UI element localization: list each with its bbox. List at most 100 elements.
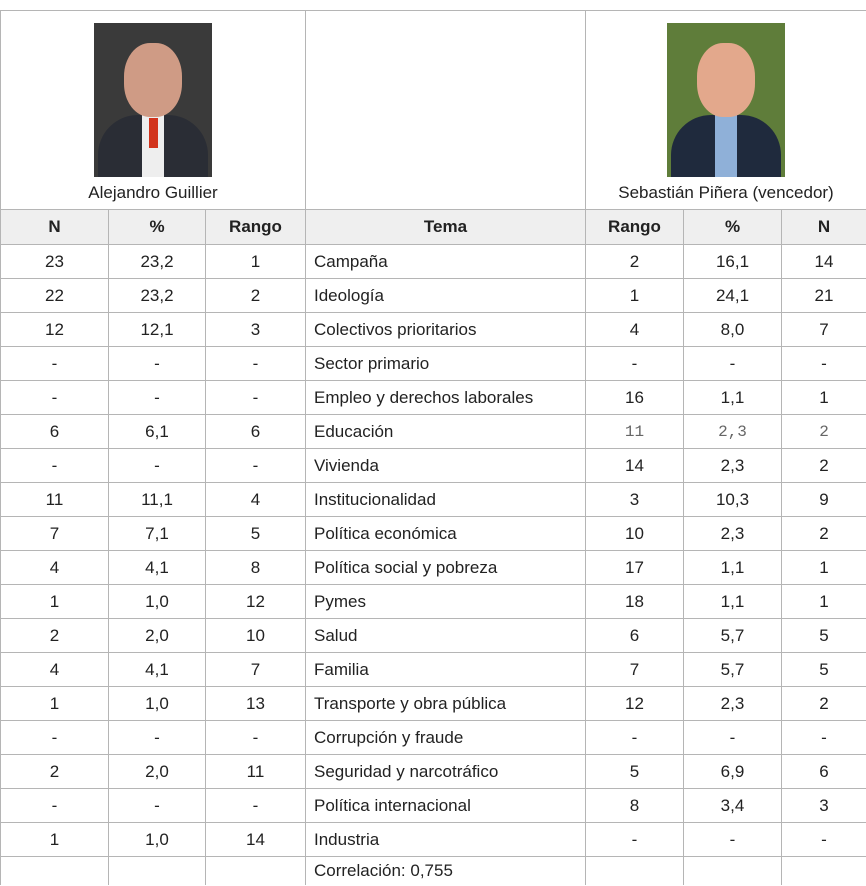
topic-cell: Seguridad y narcotráfico [306, 755, 586, 789]
value-cell: 1 [586, 279, 684, 313]
candidate-name: Sebastián Piñera (vencedor) [586, 183, 866, 209]
value-cell: 1 [782, 585, 866, 619]
value-cell: 11 [586, 415, 684, 449]
value-cell: 11 [206, 755, 306, 789]
candidate-name: Alejandro Guillier [1, 183, 305, 209]
value-cell: 14 [586, 449, 684, 483]
topic-cell: Vivienda [306, 449, 586, 483]
value-cell: 1,1 [684, 551, 782, 585]
table-row: ---Sector primario--- [1, 347, 866, 381]
column-header: Tema [306, 210, 586, 245]
topic-cell: Transporte y obra pública [306, 687, 586, 721]
value-cell: 7 [586, 653, 684, 687]
value-cell: - [684, 347, 782, 381]
column-header: Rango [206, 210, 306, 245]
topic-cell: Sector primario [306, 347, 586, 381]
empty-cell [586, 857, 684, 886]
value-cell: 4 [1, 653, 109, 687]
value-cell: - [109, 449, 206, 483]
topic-cell: Política internacional [306, 789, 586, 823]
topic-cell: Familia [306, 653, 586, 687]
value-cell: 3 [782, 789, 866, 823]
value-cell: - [684, 823, 782, 857]
value-cell: 1 [1, 585, 109, 619]
photo [667, 23, 785, 177]
value-cell: 1,0 [109, 585, 206, 619]
value-cell: 2 [782, 517, 866, 551]
value-cell: 5,7 [684, 653, 782, 687]
topic-cell: Industria [306, 823, 586, 857]
value-cell: - [206, 721, 306, 755]
value-cell: - [109, 789, 206, 823]
value-cell: 6 [1, 415, 109, 449]
value-cell: 2,3 [684, 415, 782, 449]
value-cell: 12 [206, 585, 306, 619]
photo [94, 23, 212, 177]
footer-row: Correlación: 0,755 [1, 857, 866, 886]
value-cell: - [782, 823, 866, 857]
value-cell: 6 [586, 619, 684, 653]
topic-cell: Educación [306, 415, 586, 449]
value-cell: - [782, 347, 866, 381]
value-cell: - [109, 721, 206, 755]
right-candidate: Sebastián Piñera (vencedor) [586, 11, 866, 210]
topic-cell: Política económica [306, 517, 586, 551]
value-cell: 7 [782, 313, 866, 347]
empty-cell [1, 857, 109, 886]
topic-cell: Pymes [306, 585, 586, 619]
column-header: N [782, 210, 866, 245]
value-cell: 3 [206, 313, 306, 347]
value-cell: 8,0 [684, 313, 782, 347]
value-cell: 2,0 [109, 755, 206, 789]
value-cell: 2,3 [684, 687, 782, 721]
comparison-table: Alejandro Guillier Sebastián Piñera (ven… [0, 10, 866, 885]
value-cell: 4 [586, 313, 684, 347]
value-cell: 12 [1, 313, 109, 347]
value-cell: 13 [206, 687, 306, 721]
value-cell: 23,2 [109, 245, 206, 279]
value-cell: 2,3 [684, 449, 782, 483]
value-cell: 2 [586, 245, 684, 279]
value-cell: 14 [206, 823, 306, 857]
value-cell: - [206, 449, 306, 483]
value-cell: 8 [586, 789, 684, 823]
value-cell: - [206, 347, 306, 381]
value-cell: 6,9 [684, 755, 782, 789]
value-cell: 3 [586, 483, 684, 517]
value-cell: - [206, 381, 306, 415]
value-cell: 5 [206, 517, 306, 551]
value-cell: 23,2 [109, 279, 206, 313]
value-cell: 9 [782, 483, 866, 517]
column-header: Rango [586, 210, 684, 245]
value-cell: 10 [206, 619, 306, 653]
value-cell: 10 [586, 517, 684, 551]
topic-cell: Institucionalidad [306, 483, 586, 517]
value-cell: 6 [206, 415, 306, 449]
value-cell: 22 [1, 279, 109, 313]
value-cell: 5,7 [684, 619, 782, 653]
value-cell: 1,0 [109, 687, 206, 721]
value-cell: 10,3 [684, 483, 782, 517]
value-cell: 6,1 [109, 415, 206, 449]
value-cell: 16,1 [684, 245, 782, 279]
value-cell: - [206, 789, 306, 823]
topic-cell: Política social y pobreza [306, 551, 586, 585]
value-cell: 7 [1, 517, 109, 551]
value-cell: 7 [206, 653, 306, 687]
table-row: ---Corrupción y fraude--- [1, 721, 866, 755]
value-cell: 8 [206, 551, 306, 585]
topic-cell: Empleo y derechos laborales [306, 381, 586, 415]
value-cell: - [586, 721, 684, 755]
value-cell: 23 [1, 245, 109, 279]
value-cell: 1,1 [684, 381, 782, 415]
